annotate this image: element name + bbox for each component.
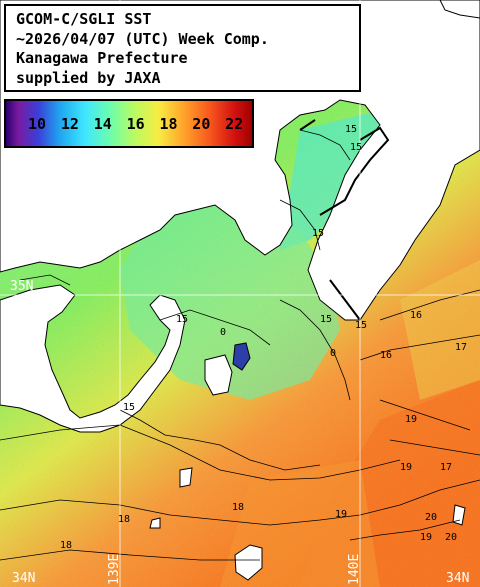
contour-label: 15 xyxy=(345,124,357,135)
latitude-label: 34N xyxy=(12,571,35,586)
contour-label: 0 xyxy=(330,348,336,359)
contour-label: 16 xyxy=(380,350,392,361)
contour-label: 19 xyxy=(400,462,412,473)
longitude-label: 140E xyxy=(347,554,362,585)
contour-label: 18 xyxy=(232,502,244,513)
contour-label: 17 xyxy=(455,342,467,353)
title-line-1: GCOM-C/SGLI SST xyxy=(16,10,152,28)
contour-label: 19 xyxy=(335,509,347,520)
title-line-2: ~2026/04/07 (UTC) Week Comp. xyxy=(16,29,269,48)
contour-label: 15 xyxy=(350,142,362,153)
longitude-label: 139E xyxy=(107,554,122,585)
contour-label: 19 xyxy=(420,532,432,543)
contour-label: 17 xyxy=(440,462,452,473)
contour-label: 18 xyxy=(60,540,72,551)
legend-tick: 16 xyxy=(126,114,145,133)
isotherm-contours xyxy=(0,129,480,561)
legend-tick: 12 xyxy=(60,114,79,133)
contour-label: 15 xyxy=(176,314,188,325)
legend-tick: 20 xyxy=(192,114,211,133)
contour-label: 20 xyxy=(445,532,457,543)
grid-labels: 35N 139E 140E 34N 34N xyxy=(10,279,469,586)
latitude-label: 34N xyxy=(446,571,469,586)
legend-tick: 18 xyxy=(159,114,178,133)
contour-label: 0 xyxy=(220,327,226,338)
contour-label: 18 xyxy=(118,514,130,525)
title-line-3: Kanagawa Prefecture xyxy=(16,49,188,67)
sst-color-legend: 10 12 14 16 18 20 22 xyxy=(4,99,254,148)
latitude-label: 35N xyxy=(10,279,33,294)
legend-tick: 10 xyxy=(28,114,47,133)
title-box: GCOM-C/SGLI SST ~2026/04/07 (UTC) Week C… xyxy=(4,4,361,92)
legend-tick: 22 xyxy=(225,114,244,133)
contour-labels: 15 15 15 15 15 15 15 16 16 17 18 18 18 1… xyxy=(60,124,467,551)
coastline-detail xyxy=(299,119,390,321)
title-line-4: supplied by JAXA xyxy=(16,68,161,87)
contour-label: 16 xyxy=(410,310,422,321)
contour-label: 19 xyxy=(405,414,417,425)
contour-label: 15 xyxy=(123,402,135,413)
contour-label: 15 xyxy=(355,320,367,331)
contour-label: 15 xyxy=(312,228,324,239)
legend-tick: 14 xyxy=(93,114,112,133)
contour-label: 20 xyxy=(425,512,437,523)
contour-label: 15 xyxy=(320,314,332,325)
